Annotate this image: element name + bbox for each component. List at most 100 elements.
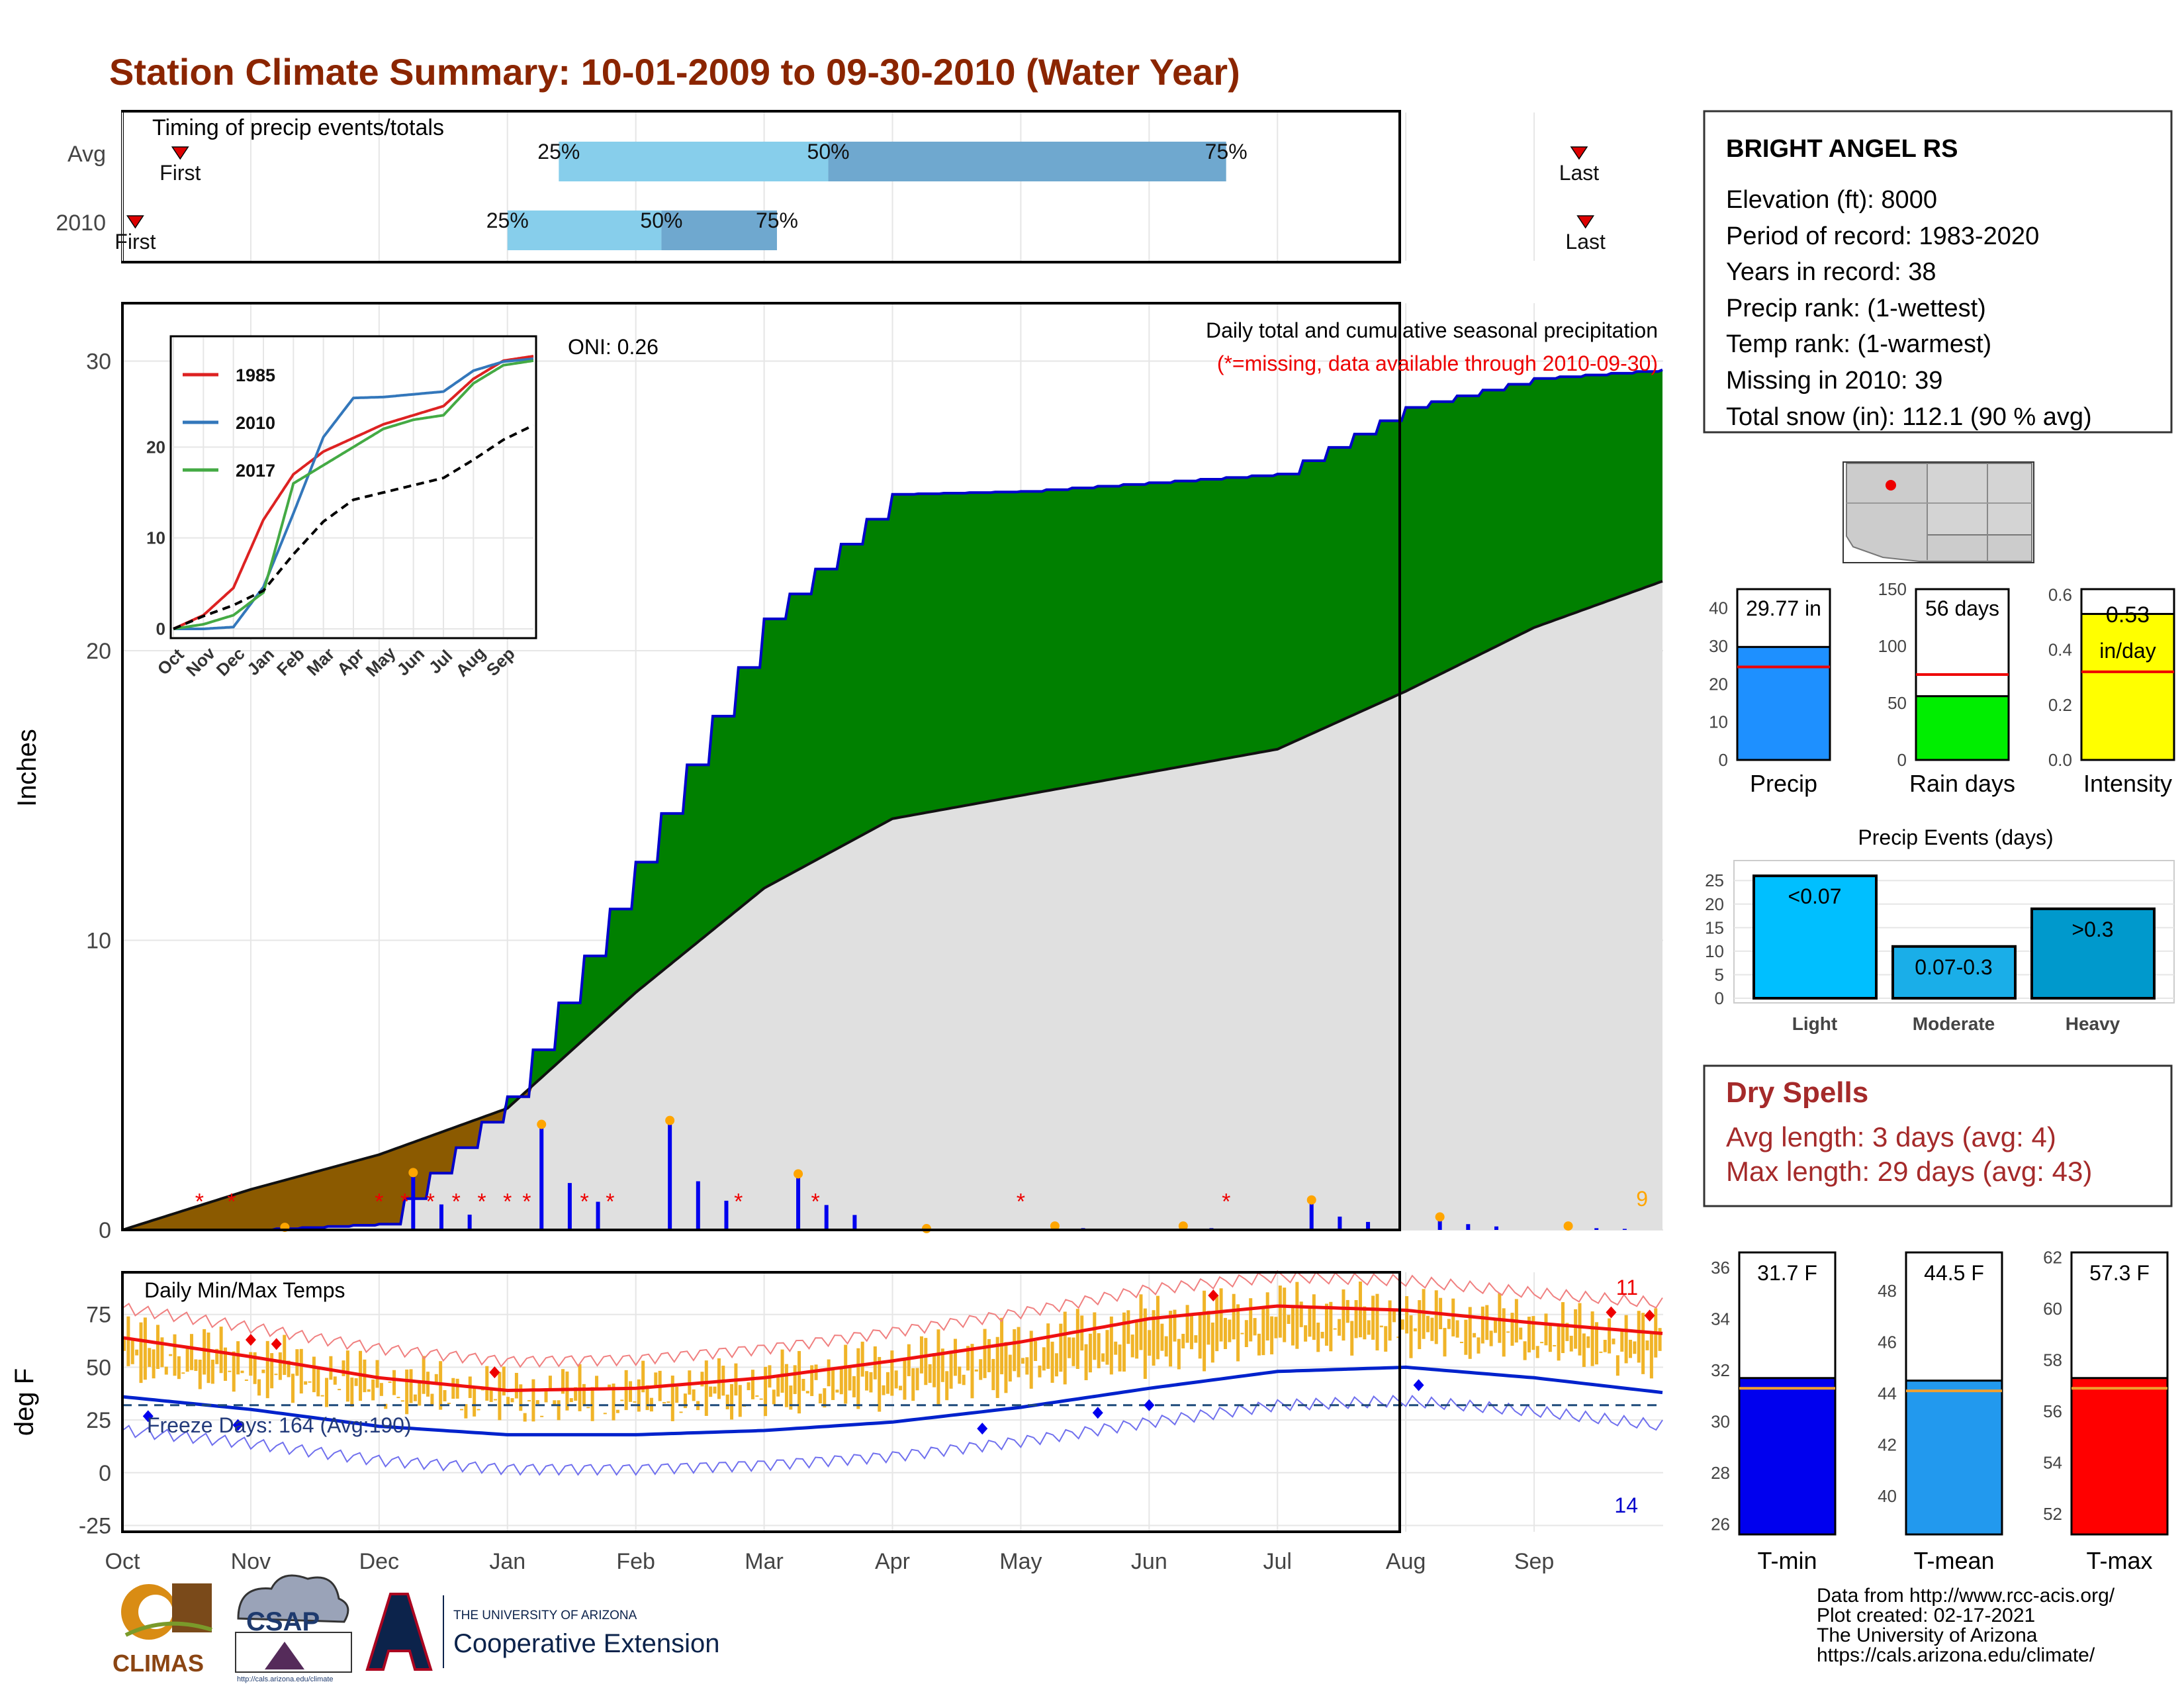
events-ytick: 25 [1705, 870, 1724, 890]
daily-temp-bar [590, 1387, 594, 1421]
daily-temp-bar [1017, 1327, 1021, 1378]
record-high-marker [1208, 1289, 1219, 1302]
daily-precip-bar [852, 1215, 857, 1230]
daily-temp-bar [139, 1322, 143, 1383]
daily-temp-bar [1038, 1365, 1042, 1378]
month-axis: Oct Nov Dec Jan Feb Mar Apr May Jun Jul Aug Sep [105, 1549, 1555, 1574]
climas-logo: CLIMAS [113, 1583, 212, 1677]
daily-temp-bar [561, 1369, 565, 1394]
inset-xtick: Apr [333, 644, 368, 679]
daily-temp-bar [1164, 1336, 1168, 1357]
mini-bar-unit: in/day [2099, 639, 2156, 663]
daily-temp-bar [1177, 1338, 1181, 1370]
mini-bar-ytick: 0 [1719, 750, 1728, 770]
temp-bar-ytick: 30 [1711, 1412, 1730, 1432]
daily-temp-bar [181, 1372, 185, 1374]
daily-temp-bar [1265, 1292, 1269, 1341]
timing-marker [1576, 215, 1595, 229]
daily-temp-bar [1628, 1339, 1632, 1358]
daily-temp-bar [1367, 1320, 1371, 1335]
daily-temp-bar [1029, 1331, 1033, 1389]
daily-temp-bar [738, 1385, 742, 1417]
events-ytick: 10 [1705, 941, 1724, 961]
daily-temp-bar [1143, 1308, 1147, 1380]
timing-marker-label: Last [1565, 230, 1606, 254]
daily-temp-bar [780, 1349, 784, 1393]
daily-temp-bar [122, 1337, 126, 1351]
credit-line-3: The University of Arizona [1817, 1624, 2038, 1646]
mini-bar-ytick: 150 [1878, 579, 1907, 599]
daily-precip-bar [1338, 1216, 1342, 1230]
mini-bar-precip [1736, 645, 1831, 761]
daily-temp-bar [1152, 1310, 1156, 1366]
daily-precip-bar [1309, 1199, 1314, 1230]
daily-temp-bar [903, 1358, 907, 1400]
daily-temp-bar [160, 1337, 164, 1368]
daily-temp-bar [1599, 1351, 1603, 1353]
daily-temp-bar [1548, 1323, 1552, 1352]
missing-data-marker: * [606, 1189, 614, 1214]
temp-bar-label: T-mean [1913, 1547, 1994, 1574]
daily-temp-bar [477, 1409, 480, 1411]
temp-bar-t-mean [1905, 1380, 2003, 1536]
daily-precip-bar [567, 1183, 572, 1230]
daily-temp-bar [662, 1402, 666, 1404]
daily-temp-bar [1578, 1303, 1582, 1356]
daily-temp-bar [1203, 1290, 1206, 1372]
missing-data-marker: * [811, 1189, 820, 1214]
daily-temp-bar [987, 1338, 991, 1372]
temp-bar-ytick: 52 [2043, 1504, 2062, 1524]
daily-temp-bar [215, 1348, 219, 1364]
daily-temp-bar [1405, 1296, 1409, 1334]
mini-bar-rain-days [1915, 695, 2010, 761]
temp-ytick: -25 [79, 1513, 111, 1538]
daily-temp-bar [1645, 1340, 1649, 1350]
inset-ytick: 20 [146, 437, 165, 457]
precip-events-chart: Precip Events (days) 0 5 10 15 20 25 <0.07 Ligh… [1705, 825, 2175, 1034]
daily-temp-bar [135, 1349, 139, 1356]
daily-temp-bar [1232, 1293, 1236, 1340]
inset-xtick: Dec [212, 643, 249, 680]
daily-temp-bar [995, 1336, 999, 1398]
daily-temp-bar [1489, 1331, 1493, 1346]
precip-missing-note: (*=missing, data available through 2010-… [1217, 352, 1658, 375]
inset-legend-label: 2017 [236, 461, 275, 481]
daily-temp-bar [793, 1365, 797, 1394]
daily-temp-bar [430, 1393, 434, 1405]
daily-temp-bar [156, 1325, 160, 1370]
daily-temp-bar [1590, 1311, 1594, 1366]
daily-temp-bar [392, 1370, 396, 1395]
daily-temp-bar [1510, 1313, 1514, 1346]
daily-temp-bar [1451, 1298, 1455, 1336]
daily-temp-bar [1088, 1333, 1092, 1373]
daily-temp-bar [295, 1349, 299, 1376]
record-low-marker [1092, 1407, 1103, 1419]
daily-temp-bar [1342, 1289, 1345, 1341]
daily-temp-bar [615, 1409, 619, 1413]
daily-temp-bar [949, 1350, 953, 1389]
temp-bar-value: 57.3 F [2089, 1261, 2150, 1285]
daily-temp-bar [219, 1327, 223, 1374]
daily-temp-bar [979, 1359, 983, 1380]
temp-bar-ytick: 62 [2043, 1248, 2062, 1268]
mini-bar-label: Rain days [1909, 770, 2015, 797]
inset-xtick: Mar [302, 644, 338, 680]
inset-series-2010 [173, 357, 534, 630]
precip-yaxis: 0 10 20 30 [86, 350, 111, 1244]
daily-temp-bar [679, 1411, 683, 1413]
temp-bar-ytick: 26 [1711, 1515, 1730, 1534]
daily-temp-bar [224, 1347, 228, 1381]
daily-precip-marker [1178, 1221, 1188, 1231]
daily-temp-bar [1071, 1337, 1075, 1366]
daily-temp-bar [1312, 1294, 1316, 1340]
daily-temp-bar [1459, 1341, 1463, 1343]
daily-temp-bar [308, 1381, 312, 1383]
daily-temp-bar [1004, 1342, 1008, 1393]
mini-bar-ytick: 30 [1709, 636, 1728, 656]
daily-temp-bar [1485, 1305, 1489, 1340]
temp-bar-ytick: 58 [2043, 1350, 2062, 1370]
month-tick: Dec [359, 1549, 399, 1574]
daily-temp-bar [751, 1370, 754, 1399]
timing-bar-q50-q75 [661, 211, 777, 250]
